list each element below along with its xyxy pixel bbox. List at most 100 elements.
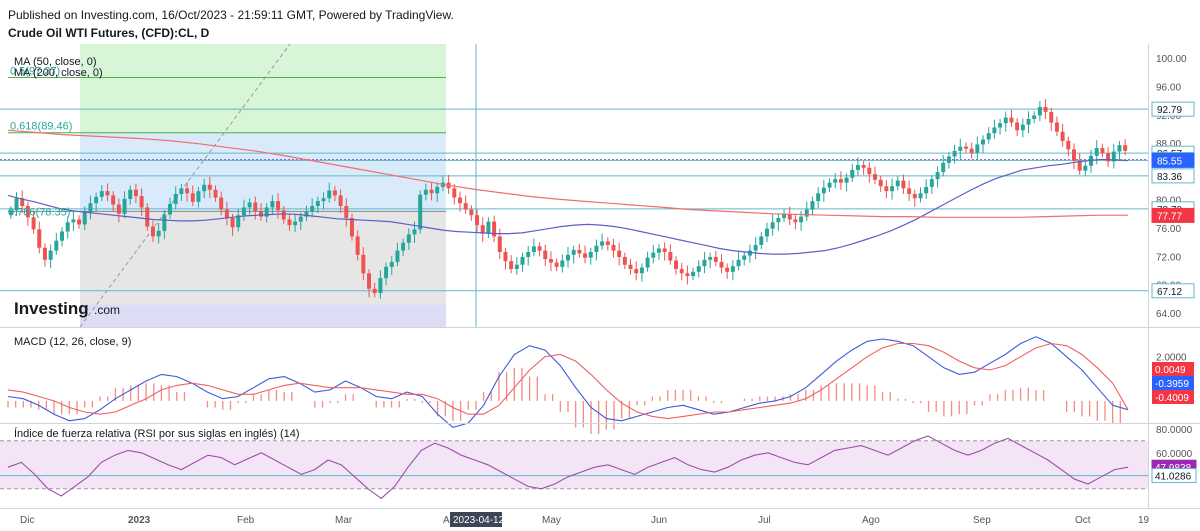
candle-body [1054,122,1059,132]
x-tick-label: Dic [20,515,34,526]
x-tick-label: Feb [237,515,255,526]
candle-body [963,146,968,149]
candle-body [475,215,480,226]
fib-label: 0.5(97.27) [10,65,60,77]
candle-body [332,190,337,196]
candle-body [281,210,286,220]
x-tick-label: May [542,515,561,526]
logo-brand: Investing [14,299,89,318]
candle-body [901,180,906,189]
x-tick-label: Jul [758,515,771,526]
candle-body [190,193,195,202]
candle-body [293,221,298,226]
candle-body [566,254,570,261]
candle-body [935,172,940,180]
candle-body [406,234,411,243]
candle-body [253,202,258,211]
macd-value-box [1152,362,1194,376]
x-tick-label: Ago [862,515,880,526]
candle-body [1026,118,1031,125]
candle-body [1117,145,1122,152]
candle-body [219,197,224,210]
candle-body [122,198,127,214]
candle-body [821,187,826,194]
candle-body [224,209,229,219]
fib-trend-line [79,43,291,328]
candle-body [685,273,690,277]
candle-body [1094,148,1099,156]
candle-body [594,245,599,253]
candle-body [799,216,804,223]
candle-body [105,191,110,196]
candle-body [452,188,457,198]
candle-body [810,201,815,210]
candle-body [77,219,82,225]
candle-body [770,222,775,229]
ma200-line [7,129,1128,218]
candle-body [662,248,667,253]
x-tick-label: Ab [443,515,456,526]
macd-line [7,336,1129,429]
candle-body [139,196,144,208]
macd-tick-label: 2.0000 [1156,353,1187,364]
candle-body [969,148,974,153]
candle-body [776,218,781,223]
candle-body [1100,148,1105,153]
fib-label: 0.786(78.35) [8,206,70,218]
candle-body [429,189,434,194]
rsi-title: Índice de fuerza relativa (RSI por sus s… [14,427,300,440]
price-legend: MA (50, close, 0)MA (200, close, 0) [14,56,103,79]
candle-body [99,191,104,197]
candle-body [844,177,849,183]
candle-body [327,190,332,199]
candle-body [1015,122,1020,131]
candle-body [867,167,872,175]
candle-body [730,266,735,272]
rsi-line [7,435,1129,500]
candle-body [401,242,406,251]
candle-body [150,226,155,237]
candle-body [514,264,519,269]
candle-body [793,219,798,223]
candle-body [457,197,462,204]
candle-body [389,261,394,267]
candle-body [656,248,661,253]
candle-body [1003,117,1008,124]
price-label-box [1151,283,1195,299]
candle-body [679,268,684,274]
candle-body [952,150,957,157]
candle-body [600,241,605,246]
moving-averages [7,129,1129,255]
x-tick-label: Oct [1075,515,1091,526]
ma-legend-entry: MA (200, close, 0) [14,67,103,79]
fib-zone-gray [80,211,446,305]
candle-body [497,236,502,253]
candle-body [764,228,769,237]
price-horizontal-levels [0,44,1148,327]
fib-zone-blue [80,132,446,212]
candle-body [486,221,491,234]
candle-body [855,164,860,170]
macd-value-label: -0.3959 [1155,379,1189,390]
price-tick-label: 64.00 [1156,309,1181,320]
x-highlight-box [450,512,502,527]
candle-body [998,123,1003,128]
candle-body [787,214,792,220]
fibonacci-zones [8,43,446,328]
candle-body [554,262,559,267]
instrument-title: Crude Oil WTI Futures, (CFD):CL, D [8,26,210,40]
candle-body [412,229,417,235]
price-tick-label: 100.00 [1156,54,1187,65]
rsi-tick-label: 60.0000 [1156,449,1193,460]
candle-body [548,259,553,263]
candle-body [1111,151,1116,162]
candle-body [946,156,951,163]
candle-body [14,198,19,211]
candle-body [264,207,269,217]
candle-body [958,146,963,151]
panel-separators [0,44,1200,509]
candle-body [719,261,724,268]
candle-body [895,180,900,187]
